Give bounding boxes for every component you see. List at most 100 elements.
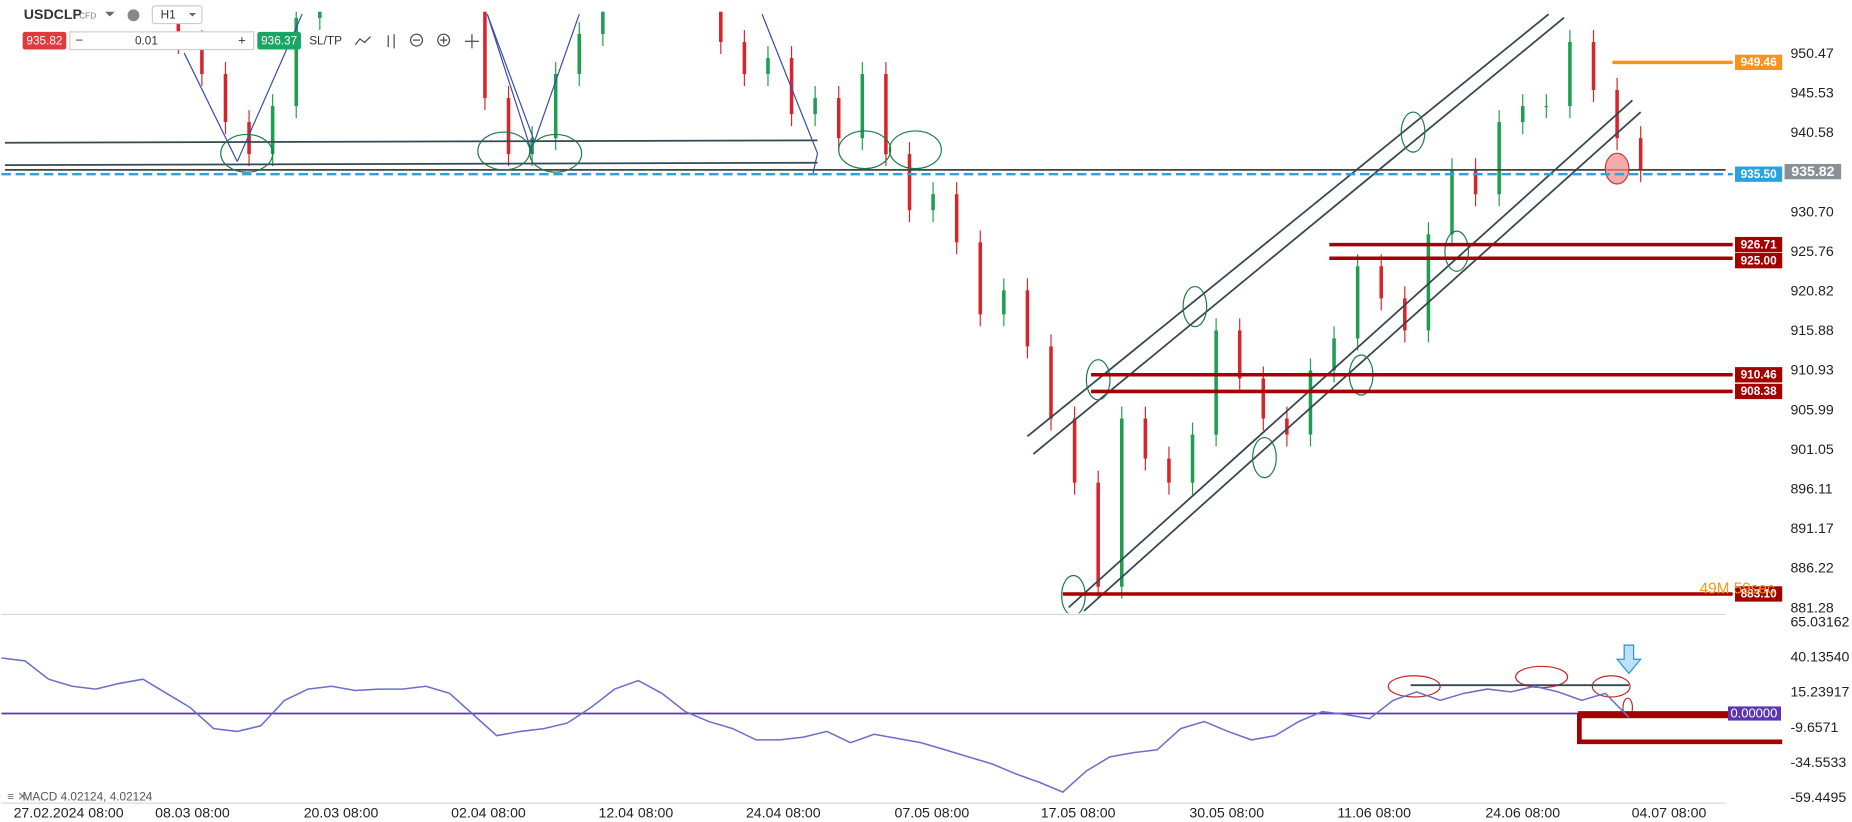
macd-tick-label: -34.5533	[1790, 754, 1846, 770]
price-tick-label: 915.88	[1790, 322, 1833, 338]
candle-body	[907, 154, 912, 211]
candle-body	[1002, 290, 1006, 315]
instrument-kind: CFD	[79, 12, 96, 21]
date-label: 17.05 08:00	[1041, 804, 1116, 820]
date-label: 02.04 08:00	[451, 804, 526, 820]
candle-body	[1568, 41, 1572, 107]
level-label: 908.38	[1741, 385, 1777, 398]
candle-body	[1120, 418, 1124, 587]
candle-body	[954, 194, 959, 243]
level-tag	[1735, 367, 1783, 383]
level-tag	[1735, 54, 1783, 71]
candle-body	[247, 122, 251, 155]
date-label: 08.03 08:00	[155, 804, 230, 820]
level-tag	[1735, 252, 1783, 269]
countdown: 49M 59sec	[1700, 581, 1775, 598]
candle-body	[577, 33, 582, 75]
candle-body	[223, 74, 228, 123]
candle-body	[1214, 330, 1218, 435]
date-label: 30.05 08:00	[1189, 804, 1264, 820]
candle-body	[294, 17, 299, 107]
candle-body	[1520, 106, 1525, 123]
candle-body	[813, 98, 817, 115]
lot-input[interactable]	[69, 31, 255, 51]
date-axis: 27.02.2024 08:00 08.03 08:00 20.03 08:00 02…	[14, 804, 1707, 820]
bid-price: 935.82	[26, 34, 62, 47]
candle-body	[1072, 418, 1077, 483]
level-tag	[1784, 163, 1842, 180]
candle-body	[719, 11, 723, 42]
chart-tools[interactable]	[354, 33, 480, 49]
date-label: 24.06 08:00	[1485, 804, 1560, 820]
macd-line	[1, 657, 1630, 794]
drawings	[4, 13, 1726, 614]
sell-button[interactable]	[22, 31, 67, 50]
sltp-button[interactable]: SL/TP	[309, 34, 342, 47]
candle-body	[1167, 458, 1171, 483]
timeframe-select[interactable]	[151, 5, 203, 25]
candle-body	[742, 41, 747, 75]
candle-body	[601, 11, 605, 34]
price-tick-label: 940.58	[1790, 124, 1833, 140]
candle-body	[1308, 370, 1313, 435]
candle-body	[1638, 138, 1643, 171]
lot-minus[interactable]: −	[75, 33, 83, 48]
candle-body	[200, 41, 204, 75]
candle-body	[1403, 298, 1407, 331]
date-label: 07.05 08:00	[895, 804, 970, 820]
level-tag	[1735, 236, 1783, 253]
candle-body	[1237, 330, 1242, 379]
candle-body	[1450, 170, 1454, 235]
macd-zero-label: 0.00000	[1730, 706, 1777, 721]
date-label: 11.06 08:00	[1337, 804, 1411, 820]
level-label: 925.00	[1741, 254, 1777, 267]
candle-body	[1426, 234, 1431, 331]
timeframe-arrow	[188, 12, 196, 17]
timeframe: H1	[161, 8, 176, 21]
symbol[interactable]: USDCLP	[24, 6, 82, 22]
macd-panel: 0.00000 MACD 4.02124, 4.02124 ≡ ✕ 65.031…	[1, 613, 1850, 805]
price-tick-label: 891.17	[1790, 520, 1833, 536]
info-button[interactable]	[127, 9, 140, 22]
candle-body	[1261, 378, 1266, 419]
lot-plus[interactable]: +	[238, 33, 246, 48]
candle-body	[1190, 434, 1195, 483]
price-tick-label: 905.99	[1790, 401, 1833, 417]
price-tick-label: 925.76	[1790, 243, 1833, 259]
level-label: 910.46	[1741, 368, 1777, 381]
price-tick-label: 910.93	[1790, 362, 1833, 378]
level-label: 935.50	[1741, 168, 1777, 181]
level-tag	[1735, 586, 1783, 602]
levels: 949.46 935.50 935.82 926.71 925.00 910.46 908.…	[1, 54, 1842, 602]
level-label: 926.71	[1741, 238, 1777, 251]
candles	[154, 11, 1643, 599]
candle-body	[1355, 266, 1360, 339]
macd-tick-label: 15.23917	[1790, 684, 1849, 700]
candle-body	[1285, 418, 1289, 435]
candle-body	[270, 106, 275, 155]
price-tick-label: 896.11	[1790, 480, 1832, 496]
date-label: 20.03 08:00	[304, 804, 379, 820]
candle-body	[931, 194, 935, 211]
candle-body	[766, 58, 770, 75]
candle-body	[483, 11, 487, 99]
candle-body	[1544, 106, 1549, 108]
price-tick-label: 886.22	[1790, 560, 1833, 576]
buy-button[interactable]	[257, 31, 301, 50]
candle-body	[1379, 266, 1383, 299]
price-tick-label: 901.05	[1790, 441, 1833, 457]
price-tick-label: 920.82	[1790, 283, 1833, 299]
macd-icons: ≡ ✕	[7, 790, 27, 803]
candle-body	[506, 98, 511, 155]
candle-body	[860, 74, 865, 139]
price-tick-label: 945.53	[1790, 85, 1833, 101]
candle-body	[836, 98, 841, 139]
macd-tick-label: 65.03162	[1790, 613, 1849, 629]
symbol-dropdown[interactable]	[105, 11, 115, 17]
candle-body	[1096, 482, 1100, 587]
date-label: 27.02.2024 08:00	[14, 804, 124, 820]
candle-body	[1049, 346, 1053, 419]
candle-body	[1025, 290, 1030, 347]
macd-tick-label: 40.13540	[1790, 649, 1849, 665]
